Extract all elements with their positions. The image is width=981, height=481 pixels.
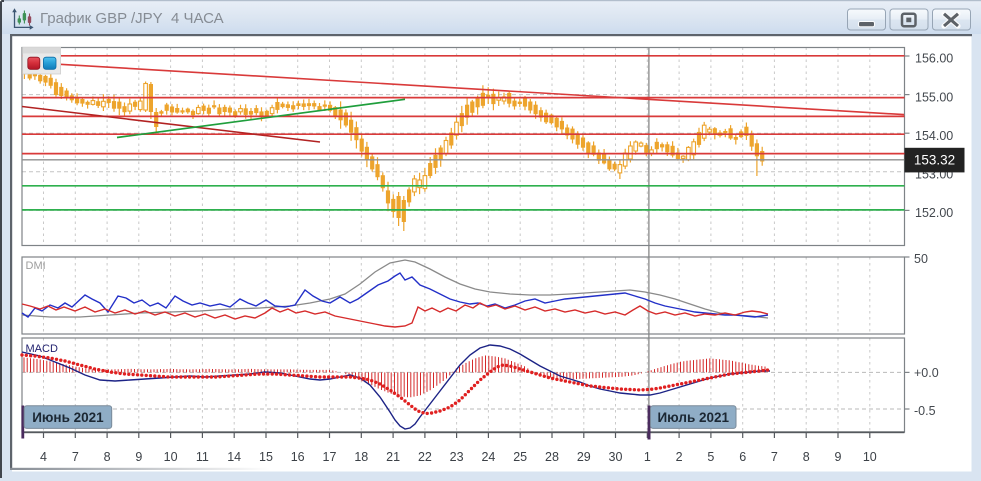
- svg-text:21: 21: [386, 450, 400, 464]
- svg-text:25: 25: [513, 450, 527, 464]
- svg-text:+0.0: +0.0: [914, 366, 939, 380]
- svg-text:MACD: MACD: [26, 343, 58, 355]
- svg-text:153.32: 153.32: [914, 153, 955, 168]
- svg-text:7: 7: [72, 450, 79, 464]
- svg-text:28: 28: [545, 450, 559, 464]
- svg-text:18: 18: [354, 450, 368, 464]
- svg-text:9: 9: [135, 450, 142, 464]
- svg-text:6: 6: [739, 450, 746, 464]
- svg-text:17: 17: [323, 450, 337, 464]
- svg-text:22: 22: [418, 450, 432, 464]
- svg-text:8: 8: [104, 450, 111, 464]
- svg-text:16: 16: [291, 450, 305, 464]
- svg-text:156.00: 156.00: [915, 52, 953, 66]
- svg-text:152.00: 152.00: [915, 206, 953, 220]
- svg-text:14: 14: [227, 450, 241, 464]
- svg-text:7: 7: [771, 450, 778, 464]
- svg-text:График GBP /JPY 4 ЧАСА: График GBP /JPY 4 ЧАСА: [40, 10, 224, 27]
- svg-text:154.00: 154.00: [915, 129, 953, 143]
- svg-text:4: 4: [40, 450, 47, 464]
- svg-text:DMI: DMI: [26, 260, 46, 272]
- svg-text:24: 24: [481, 450, 495, 464]
- svg-text:30: 30: [609, 450, 623, 464]
- svg-text:155.00: 155.00: [915, 90, 953, 104]
- svg-text:2: 2: [676, 450, 683, 464]
- svg-text:11: 11: [196, 450, 209, 464]
- svg-text:10: 10: [863, 450, 877, 464]
- svg-text:29: 29: [577, 450, 591, 464]
- svg-text:Июль 2021: Июль 2021: [657, 410, 729, 425]
- svg-text:-0.5: -0.5: [914, 404, 936, 418]
- svg-text:5: 5: [707, 450, 714, 464]
- svg-text:23: 23: [450, 450, 464, 464]
- svg-text:Июнь 2021: Июнь 2021: [32, 410, 104, 425]
- svg-text:50: 50: [914, 252, 928, 266]
- svg-text:8: 8: [803, 450, 810, 464]
- svg-text:15: 15: [259, 450, 273, 464]
- svg-text:10: 10: [164, 450, 178, 464]
- svg-text:1: 1: [644, 450, 651, 464]
- svg-text:9: 9: [835, 450, 842, 464]
